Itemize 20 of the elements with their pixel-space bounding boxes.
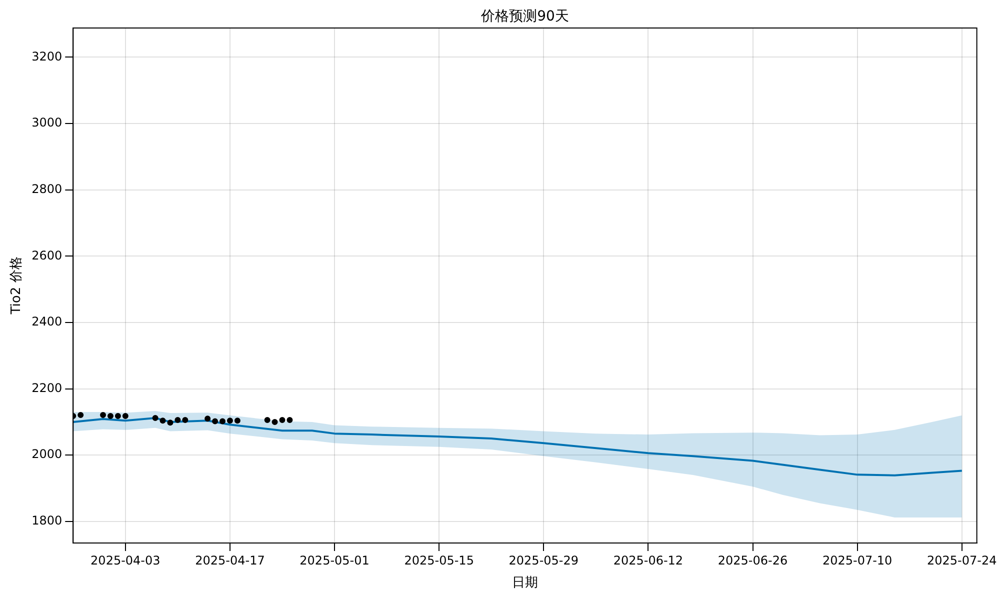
x-tick-label: 2025-07-24 <box>927 553 997 568</box>
x-axis-title: 日期 <box>512 576 538 591</box>
y-tick-label: 2200 <box>32 380 62 395</box>
chart-title: 价格预测90天 <box>480 8 569 25</box>
x-tick-label: 2025-04-03 <box>90 553 160 568</box>
x-tick-label: 2025-05-01 <box>300 553 370 568</box>
y-tick-label: 3000 <box>32 116 62 130</box>
x-tick-label: 2025-05-29 <box>508 553 579 568</box>
y-tick-label: 2000 <box>32 447 62 462</box>
x-tick-label: 2025-07-10 <box>822 553 892 568</box>
x-tick-label: 2025-04-17 <box>195 553 265 568</box>
y-tick-label: 3200 <box>32 49 62 64</box>
x-tick-label: 2025-06-26 <box>718 553 788 568</box>
y-axis-title: Tio2 价格 <box>9 256 24 316</box>
y-tick-label: 2600 <box>32 248 62 262</box>
x-tick-label: 2025-05-15 <box>404 553 474 568</box>
x-tick-label: 2025-06-12 <box>613 553 684 568</box>
y-tick-label: 1800 <box>32 514 62 528</box>
y-tick-label: 2800 <box>32 182 62 196</box>
y-tick-label: 2400 <box>32 314 62 329</box>
